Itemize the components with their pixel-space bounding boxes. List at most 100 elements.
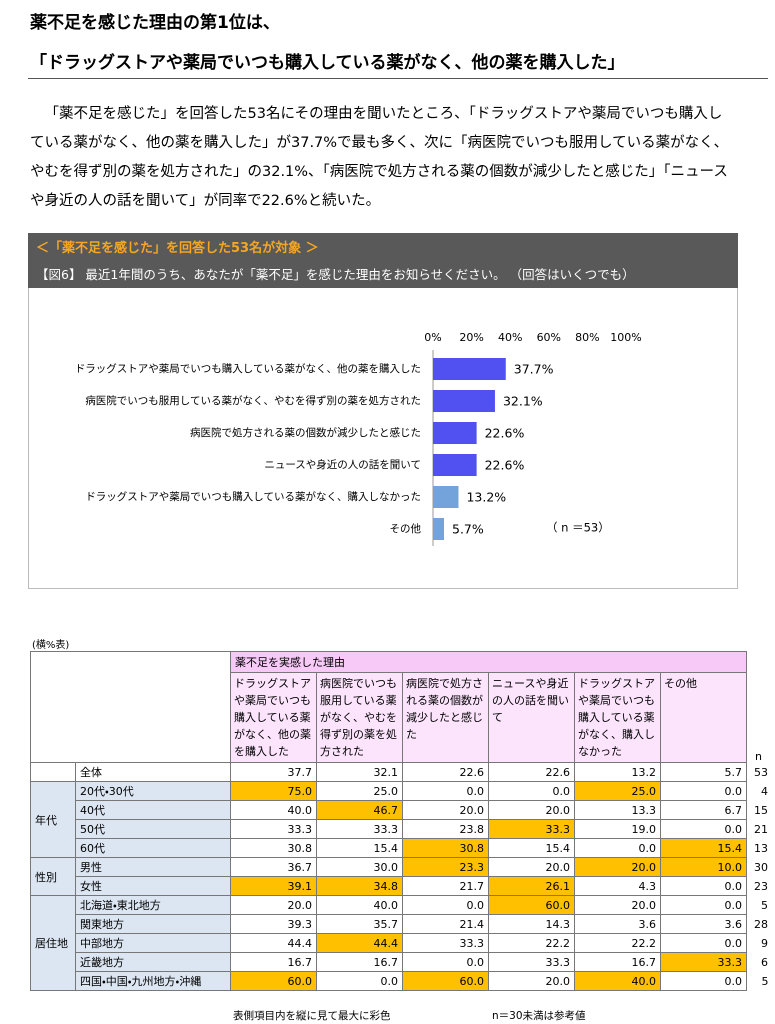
row-label: 20代・30代 [75, 781, 231, 801]
cell: 0.0 [574, 838, 661, 858]
column-header: 病医院で処方される薬の個数が減少したと感じた [402, 672, 489, 763]
n-value: 28 [754, 917, 769, 931]
table-row: 関東地方 39.3 35.7 21.4 14.3 3.6 3.6 28 [31, 914, 771, 934]
cell: 16.7 [230, 952, 317, 972]
cell: 33.3 [402, 933, 489, 953]
blank [30, 762, 76, 782]
n-value: 15 [754, 803, 769, 817]
table-row: 全体 37.7 32.1 22.6 22.6 13.2 5.7 53 [30, 762, 771, 782]
cell: 25.0 [316, 781, 403, 801]
cell: 35.7 [316, 914, 403, 934]
cell: 20.0 [574, 857, 661, 877]
cell: 20.0 [402, 800, 489, 820]
cell: 10.0 [659, 857, 748, 877]
row-label: 50代 [75, 819, 231, 839]
cell: 46.7 [316, 800, 403, 820]
figure-target: ＜「薬不足を感じた」を回答した53名が対象 ＞ [36, 241, 319, 256]
cell: 0.0 [402, 952, 489, 972]
group-header: 薬不足を実感した理由 [229, 651, 748, 673]
group-label: 年代 [30, 781, 76, 858]
cell: 60.0 [230, 971, 317, 991]
value-label: 37.7% [514, 362, 554, 377]
cell: 26.1 [488, 876, 575, 896]
table: 薬不足を実感した理由 ドラッグストアや薬局でいつも購入している薬がなく、他の薬を購… [30, 651, 771, 991]
value-label: 22.6% [485, 426, 525, 441]
n-value: 5 [761, 974, 769, 988]
category-label: 病医院でいつも服用している薬がなく、やむを得ず別の薬を処方された [85, 394, 421, 407]
table-row: 50代 33.3 33.3 23.8 33.3 19.0 0.0 21 [31, 819, 771, 839]
cell: 33.3 [230, 819, 317, 839]
cell: 22.6 [402, 762, 489, 782]
group-label: 居住地 [30, 895, 76, 991]
figure-question: 【図6】 最近1年間のうち、あなたが「薬不足」を感じた理由をお知らせください。 … [36, 267, 635, 282]
cell: 22.2 [574, 933, 661, 953]
cell: 21.4 [402, 914, 489, 934]
x-tick-label: 40% [498, 331, 522, 344]
paragraph: 「薬不足を感じた」を回答した53名にその理由を聞いたところ、「ドラッグストアや薬… [30, 106, 729, 209]
x-tick-label: 100% [610, 331, 641, 344]
cell: 20.0 [488, 857, 575, 877]
row-label: 四国・中国・九州地方・沖縄 [75, 971, 231, 991]
cell: 0.0 [659, 781, 748, 801]
cell: 0.0 [659, 933, 748, 953]
category-label: その他 [390, 522, 422, 535]
table-row: 40代 40.0 46.7 20.0 20.0 13.3 6.7 15 [31, 800, 771, 820]
column-header: ドラッグストアや薬局でいつも購入している薬がなく、購入しなかった [574, 672, 661, 763]
row-label: 40代 [75, 800, 231, 820]
cell: 20.0 [488, 971, 575, 991]
table-row: 性別 男性 36.7 30.0 23.3 20.0 20.0 10.0 30 [30, 857, 771, 896]
cell: 20.0 [574, 895, 661, 915]
x-tick-label: 80% [575, 331, 599, 344]
cell: 0.0 [402, 781, 489, 801]
cell: 0.0 [659, 819, 748, 839]
x-tick-label: 20% [459, 331, 483, 344]
cell: 33.3 [659, 952, 748, 972]
cell: 0.0 [659, 876, 748, 896]
cell: 4.3 [574, 876, 661, 896]
cell: 15.4 [488, 838, 575, 858]
cell: 60.0 [402, 971, 489, 991]
n-value: 53 [754, 765, 769, 779]
n-value: 5 [761, 898, 769, 912]
cell: 16.7 [316, 952, 403, 972]
cell: 0.0 [659, 895, 748, 915]
table-row: 居住地 北海道・東北地方 20.0 40.0 0.0 60.0 20.0 0.0 5 [30, 895, 771, 991]
cell: 15.4 [659, 838, 748, 858]
cell: 40.0 [230, 800, 317, 820]
cell: 33.3 [488, 952, 575, 972]
cell: 15.4 [316, 838, 403, 858]
cell: 5.7 [659, 762, 748, 782]
table-row: 年代 20代・30代 75.0 25.0 0.0 0.0 25.0 0.0 4 [30, 781, 771, 858]
cell: 6.7 [659, 800, 748, 820]
cell: 0.0 [316, 971, 403, 991]
cell: 75.0 [230, 781, 317, 801]
category-label: 病医院で処方される薬の個数が減少したと感じた [190, 426, 421, 439]
category-label: ドラッグストアや薬局でいつも購入している薬がなく、購入しなかった [85, 490, 421, 503]
title: 「ドラッグストアや薬局でいつも購入している薬がなく、他の薬を購入した」 [30, 53, 625, 73]
bar [433, 486, 459, 508]
cell: 21.7 [402, 876, 489, 896]
cell: 34.8 [316, 876, 403, 896]
table-row: 薬不足を実感した理由 [30, 651, 771, 763]
cell: 23.8 [402, 819, 489, 839]
cell: 20.0 [230, 895, 317, 915]
n-value: 30 [754, 860, 769, 874]
n-value: 4 [761, 784, 769, 798]
x-tick-label: 60% [537, 331, 561, 344]
n-value: 9 [761, 936, 769, 950]
cell: 30.8 [230, 838, 317, 858]
cell: 60.0 [488, 895, 575, 915]
bar [433, 358, 506, 380]
cell: 25.0 [574, 781, 661, 801]
n-value: 13 [754, 841, 769, 855]
cell: 22.6 [488, 762, 575, 782]
row-label: 北海道・東北地方 [75, 895, 231, 915]
cell: 32.1 [316, 762, 403, 782]
table-row: 中部地方 44.4 44.4 33.3 22.2 22.2 0.0 9 [31, 933, 771, 953]
chart-box: 0% 20% 40% 60% 80% 100% ドラッグストアや薬局でいつも購入している薬が… [28, 288, 738, 589]
row-label: 男性 [75, 857, 231, 877]
table-note: (横%表) [32, 640, 70, 651]
cell: 40.0 [316, 895, 403, 915]
value-label: 22.6% [485, 458, 525, 473]
